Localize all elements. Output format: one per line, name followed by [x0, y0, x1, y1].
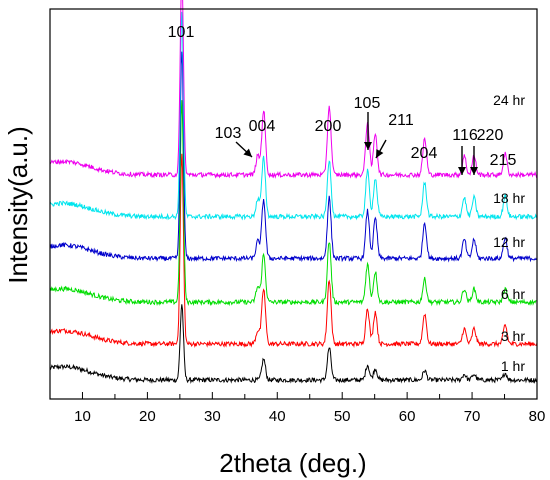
peak-label-220: 220 — [477, 127, 504, 144]
peak-label-103: 103 — [215, 125, 242, 142]
peak-arrowhead-220 — [470, 167, 478, 175]
series-line-24-hr — [49, 0, 538, 179]
x-tick-label: 40 — [269, 408, 286, 425]
peak-arrowhead-116 — [458, 167, 466, 175]
series-line-6-hr — [49, 100, 538, 307]
peak-label-204: 204 — [411, 145, 438, 162]
series-line-18-hr — [49, 11, 538, 221]
x-tick-label: 30 — [204, 408, 221, 425]
plot-frame — [49, 8, 538, 400]
series-line-3-hr — [49, 153, 538, 349]
series-label-24-hr: 24 hr — [493, 92, 525, 108]
x-tick-label: 70 — [464, 408, 481, 425]
series-label-18-hr: 18 hr — [493, 190, 525, 206]
x-tick-label: 20 — [139, 408, 156, 425]
series-label-3-hr: 3 hr — [501, 328, 525, 344]
traces — [49, 0, 538, 384]
y-axis-title: Intensity(a.u.) — [3, 126, 33, 284]
series-label-12-hr: 12 hr — [493, 234, 525, 250]
peak-arrowhead-105 — [364, 142, 372, 150]
x-tick-label: 10 — [74, 408, 91, 425]
series-label-1-hr: 1 hr — [501, 358, 525, 374]
peak-label-211: 211 — [388, 112, 414, 129]
x-axis-title: 2theta (deg.) — [219, 448, 366, 478]
x-tick-label: 50 — [334, 408, 351, 425]
series-line-12-hr — [49, 51, 538, 263]
x-ticks: 10 20 30 40 50 60 70 80 — [49, 392, 546, 425]
peak-label-004: 004 — [249, 118, 276, 135]
peak-label-101: 101 — [168, 24, 195, 41]
peak-label-105: 105 — [354, 95, 381, 112]
peak-label-116: 116 — [452, 127, 478, 144]
x-tick-label: 80 — [529, 408, 546, 425]
x-tick-label: 60 — [399, 408, 416, 425]
peak-arrowhead-211 — [376, 149, 384, 158]
series-labels: 1 hr 3 hr 6 hr 12 hr 18 hr 24 hr — [493, 92, 525, 374]
peak-arrowhead-103 — [243, 148, 252, 157]
peak-label-215: 215 — [490, 152, 517, 169]
series-line-1-hr — [49, 304, 538, 384]
series-label-6-hr: 6 hr — [501, 286, 525, 302]
peak-label-200: 200 — [315, 118, 342, 135]
